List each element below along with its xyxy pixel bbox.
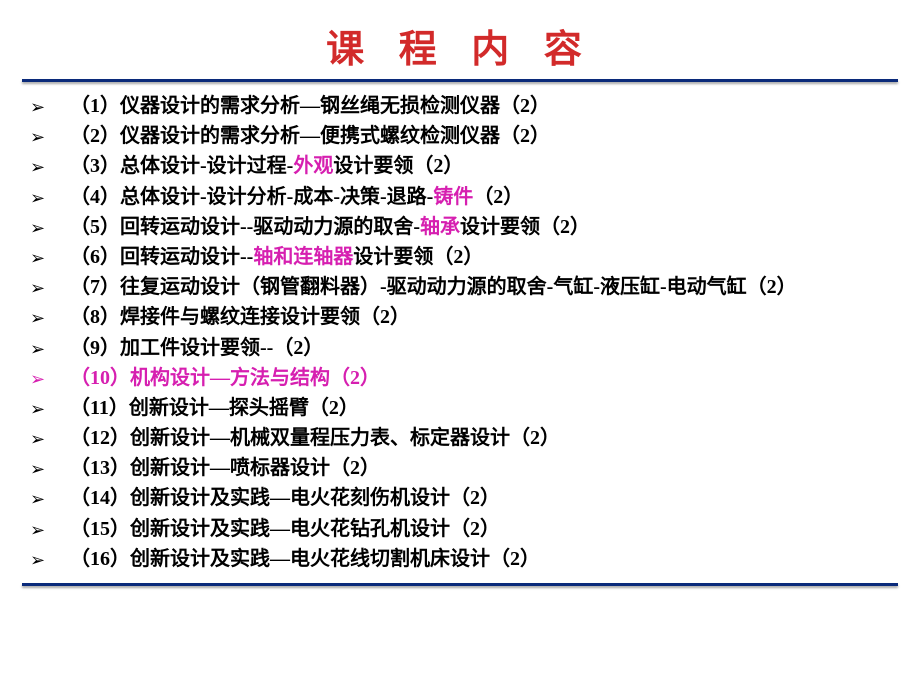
- bullet-icon: ➢: [26, 515, 70, 543]
- highlight-text: 机构设计—方法与结构（2）: [130, 367, 380, 389]
- item-index: （11）: [70, 397, 129, 419]
- list-item: ➢（5）回转运动设计--驱动动力源的取舍-轴承设计要领（2）: [26, 213, 894, 241]
- item-index: （8）: [70, 306, 120, 328]
- list-item: ➢（15）创新设计及实践—电火花钻孔机设计（2）: [26, 515, 894, 543]
- item-text: （1）仪器设计的需求分析—钢丝绳无损检测仪器（2）: [70, 92, 894, 120]
- list-item: ➢（10）机构设计—方法与结构（2）: [26, 364, 894, 392]
- item-segment: 总体设计-设计分析-成本-决策-退路-: [120, 186, 433, 208]
- content-list: ➢（1）仪器设计的需求分析—钢丝绳无损检测仪器（2）➢（2）仪器设计的需求分析—…: [22, 92, 898, 573]
- item-segment: 创新设计及实践—电火花线切割机床设计（2）: [130, 548, 540, 570]
- item-text: （2）仪器设计的需求分析—便携式螺纹检测仪器（2）: [70, 122, 894, 150]
- item-index: （4）: [70, 186, 120, 208]
- bullet-icon: ➢: [26, 213, 70, 241]
- item-text: （11）创新设计—探头摇臂（2）: [70, 394, 894, 422]
- item-segment: 回转运动设计--驱动动力源的取舍-: [120, 216, 420, 238]
- slide: 课 程 内 容 ➢（1）仪器设计的需求分析—钢丝绳无损检测仪器（2）➢（2）仪器…: [0, 0, 920, 690]
- item-segment: 仪器设计的需求分析—便携式螺纹检测仪器（2）: [120, 125, 550, 147]
- item-segment: 创新设计及实践—电火花钻孔机设计（2）: [130, 518, 500, 540]
- item-index: （10）: [70, 367, 130, 389]
- list-item: ➢（13）创新设计—喷标器设计（2）: [26, 454, 894, 482]
- page-title: 课 程 内 容: [22, 18, 898, 73]
- list-item: ➢（16）创新设计及实践—电火花线切割机床设计（2）: [26, 545, 894, 573]
- highlight-text: 铸件: [433, 186, 473, 208]
- item-text: （8）焊接件与螺纹连接设计要领（2）: [70, 303, 894, 331]
- item-index: （3）: [70, 155, 120, 177]
- item-segment: 总体设计-设计过程-: [120, 155, 293, 177]
- highlight-text: 外观: [293, 155, 333, 177]
- item-text: （6）回转运动设计--轴和连轴器设计要领（2）: [70, 243, 894, 271]
- item-segment: 创新设计—探头摇臂（2）: [129, 397, 359, 419]
- bullet-icon: ➢: [26, 334, 70, 362]
- list-item: ➢（6）回转运动设计--轴和连轴器设计要领（2）: [26, 243, 894, 271]
- item-segment: 创新设计—喷标器设计（2）: [130, 457, 380, 479]
- item-text: （3）总体设计-设计过程-外观设计要领（2）: [70, 152, 894, 180]
- bullet-icon: ➢: [26, 394, 70, 422]
- item-segment: 设计要领（2）: [460, 216, 590, 238]
- bullet-icon: ➢: [26, 243, 70, 271]
- item-index: （15）: [70, 518, 130, 540]
- item-index: （6）: [70, 246, 120, 268]
- list-item: ➢（4）总体设计-设计分析-成本-决策-退路-铸件（2）: [26, 183, 894, 211]
- list-item: ➢（8）焊接件与螺纹连接设计要领（2）: [26, 303, 894, 331]
- bullet-icon: ➢: [26, 152, 70, 180]
- item-segment: 焊接件与螺纹连接设计要领（2）: [120, 306, 410, 328]
- item-text: （14）创新设计及实践—电火花刻伤机设计（2）: [70, 484, 894, 512]
- item-index: （9）: [70, 337, 120, 359]
- bullet-icon: ➢: [26, 92, 70, 120]
- item-index: （12）: [70, 427, 130, 449]
- item-text: （12）创新设计—机械双量程压力表、标定器设计（2）: [70, 424, 894, 452]
- item-segment: 加工件设计要领--（2）: [120, 337, 323, 359]
- item-text: （13）创新设计—喷标器设计（2）: [70, 454, 894, 482]
- item-index: （1）: [70, 95, 120, 117]
- item-text: （5）回转运动设计--驱动动力源的取舍-轴承设计要领（2）: [70, 213, 894, 241]
- bullet-icon: ➢: [26, 545, 70, 573]
- bullet-icon: ➢: [26, 424, 70, 452]
- list-item: ➢（11）创新设计—探头摇臂（2）: [26, 394, 894, 422]
- item-index: （16）: [70, 548, 130, 570]
- item-segment: 仪器设计的需求分析—钢丝绳无损检测仪器（2）: [120, 95, 550, 117]
- item-text: （9）加工件设计要领--（2）: [70, 334, 894, 362]
- divider-bottom: [22, 583, 898, 586]
- divider-top: [22, 79, 898, 82]
- list-item: ➢（14）创新设计及实践—电火花刻伤机设计（2）: [26, 484, 894, 512]
- list-item: ➢（1）仪器设计的需求分析—钢丝绳无损检测仪器（2）: [26, 92, 894, 120]
- bullet-icon: ➢: [26, 273, 70, 301]
- highlight-text: 轴承: [420, 216, 460, 238]
- list-item: ➢（12）创新设计—机械双量程压力表、标定器设计（2）: [26, 424, 894, 452]
- bullet-icon: ➢: [26, 484, 70, 512]
- highlight-text: 轴和连轴器: [253, 246, 353, 268]
- list-item: ➢（2）仪器设计的需求分析—便携式螺纹检测仪器（2）: [26, 122, 894, 150]
- item-segment: 往复运动设计（钢管翻料器）-驱动动力源的取舍-气缸-液压缸-电动气缸（2）: [120, 276, 797, 298]
- item-index: （5）: [70, 216, 120, 238]
- list-item: ➢（9）加工件设计要领--（2）: [26, 334, 894, 362]
- list-item: ➢（3）总体设计-设计过程-外观设计要领（2）: [26, 152, 894, 180]
- bullet-icon: ➢: [26, 183, 70, 211]
- bullet-icon: ➢: [26, 122, 70, 150]
- item-text: （4）总体设计-设计分析-成本-决策-退路-铸件（2）: [70, 183, 894, 211]
- list-item: ➢（7）往复运动设计（钢管翻料器）-驱动动力源的取舍-气缸-液压缸-电动气缸（2…: [26, 273, 894, 301]
- item-text: （10）机构设计—方法与结构（2）: [70, 364, 894, 392]
- item-segment: 设计要领（2）: [333, 155, 463, 177]
- item-segment: 回转运动设计--: [120, 246, 253, 268]
- bullet-icon: ➢: [26, 364, 70, 392]
- item-text: （16）创新设计及实践—电火花线切割机床设计（2）: [70, 545, 894, 573]
- item-segment: 创新设计及实践—电火花刻伤机设计（2）: [130, 487, 500, 509]
- bullet-icon: ➢: [26, 454, 70, 482]
- item-text: （15）创新设计及实践—电火花钻孔机设计（2）: [70, 515, 894, 543]
- item-index: （14）: [70, 487, 130, 509]
- item-index: （7）: [70, 276, 120, 298]
- item-index: （13）: [70, 457, 130, 479]
- bullet-icon: ➢: [26, 303, 70, 331]
- item-segment: （2）: [473, 186, 523, 208]
- item-segment: 设计要领（2）: [353, 246, 483, 268]
- item-text: （7）往复运动设计（钢管翻料器）-驱动动力源的取舍-气缸-液压缸-电动气缸（2）: [70, 273, 894, 301]
- item-segment: 创新设计—机械双量程压力表、标定器设计（2）: [130, 427, 560, 449]
- item-index: （2）: [70, 125, 120, 147]
